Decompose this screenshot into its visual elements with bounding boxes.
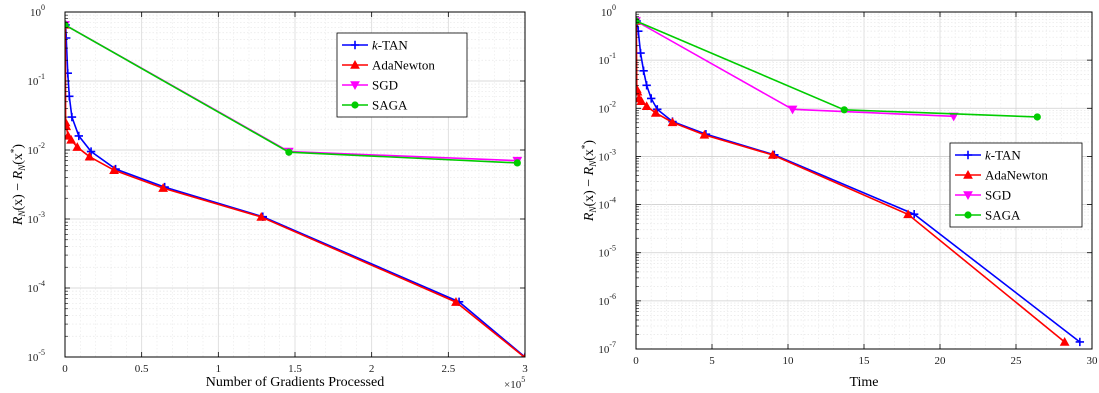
data-point-ktan [1075, 337, 1085, 347]
data-point-saga [1033, 113, 1041, 121]
data-point-adanewton [767, 149, 778, 159]
x-tick-label: 25 [1011, 355, 1023, 367]
y-tick-label: 10-3 [598, 147, 616, 163]
legend-box [336, 32, 468, 118]
data-point-saga [285, 148, 293, 156]
y-tick-label: 10-5 [27, 348, 45, 364]
legend-marker [351, 101, 359, 109]
legend-marker [963, 191, 973, 201]
legend-label: SAGA [985, 208, 1021, 223]
data-point-adanewton [641, 101, 652, 111]
series-layer-time [636, 15, 1085, 347]
legend-marker [350, 40, 360, 50]
data-point-adanewton [699, 129, 710, 139]
x-tick-label: 0.5 [135, 363, 149, 375]
y-tick-label: 10-2 [598, 99, 616, 115]
data-point-sgd [787, 105, 798, 115]
x-tick-label: 5 [709, 355, 715, 367]
x-tick-label: 1.5 [288, 363, 302, 375]
legend-label: AdaNewton [985, 168, 1048, 183]
y-tick-label: 10-4 [27, 279, 45, 295]
y-axis-label-gradients: RN(x) − RN(x*) [9, 144, 27, 227]
data-point-adanewton [158, 183, 169, 192]
data-point-adanewton [451, 297, 461, 306]
legend-label: SGD [985, 188, 1011, 203]
series-layer-gradients [65, 19, 525, 357]
data-point-adanewton [667, 117, 678, 127]
x-axis-label-time: Time [849, 375, 878, 390]
x-tick-label: 10 [783, 355, 795, 367]
legend-label: AdaNewton [372, 58, 435, 73]
legend-marker [963, 150, 973, 160]
data-point-adanewton [65, 121, 72, 131]
y-tick-label: 10-5 [598, 244, 616, 260]
data-point-adanewton [84, 151, 95, 161]
legend-label: SGD [372, 78, 398, 93]
data-point-adanewton [109, 165, 119, 174]
legend-time: k-TAN AdaNewton SGD SAGA [949, 142, 1083, 228]
x-tick-label: 15 [859, 355, 871, 367]
legend-box [949, 142, 1083, 228]
data-point-adanewton [66, 134, 77, 144]
y-tick-label: 10-6 [598, 292, 616, 308]
data-point-adanewton [903, 209, 913, 219]
x-multiplier-gradients: ×105 [504, 375, 525, 391]
x-tick-label: 30 [1087, 355, 1099, 367]
legend-marker [963, 169, 973, 179]
series-line-sgd [636, 20, 954, 118]
data-point-adanewton [256, 211, 267, 221]
data-point-ktan [74, 131, 83, 141]
x-tick-label: 20 [935, 355, 947, 367]
legend-marker [350, 59, 360, 69]
y-tick-label: 100 [30, 3, 45, 19]
ticks-time: 0 5 10 15 20 25 30 10-7 10-6 10-5 10-4 10-3 10-2 10-1… [598, 3, 1098, 367]
legend-label: k-TAN [372, 38, 408, 53]
data-point-adanewton [636, 96, 647, 106]
x-tick-label: 2.5 [441, 363, 455, 375]
legend-marker [350, 81, 360, 91]
data-point-saga [65, 21, 69, 29]
data-point-saga [513, 159, 521, 167]
chart-gradients: 0 0.5 1 1.5 2 2.5 3 10-5 10-4 10-3 10-2 10-1 100 Num… [9, 3, 528, 391]
grid-time [636, 12, 1092, 349]
data-point-saga [840, 106, 848, 114]
data-point-adanewton [1059, 336, 1070, 346]
x-tick-label: 0 [633, 355, 639, 367]
y-tick-label: 10-1 [598, 51, 616, 67]
y-tick-label: 10-1 [27, 72, 45, 88]
x-axis-label-gradients: Number of Gradients Processed [206, 375, 384, 390]
series-line-ktan [65, 24, 525, 357]
y-tick-label: 10-7 [598, 340, 616, 356]
legend-label: SAGA [372, 98, 408, 113]
data-point-adanewton [636, 86, 643, 96]
legend-label: k-TAN [985, 148, 1021, 163]
x-tick-label: 3 [522, 363, 528, 375]
legend-gradients: k-TAN AdaNewton SGD SAGA [336, 32, 468, 118]
data-point-ktan [65, 33, 71, 43]
y-axis-label-time: RN(x) − RN(x*) [580, 140, 598, 223]
data-point-adanewton [72, 142, 83, 151]
data-point-adanewton [650, 107, 661, 117]
data-point-ktan [67, 112, 77, 122]
data-point-ktan [636, 48, 645, 58]
data-point-ktan [909, 210, 919, 219]
data-point-ktan [86, 147, 96, 156]
legend-marker [964, 211, 972, 219]
data-point-ktan [647, 94, 656, 103]
y-tick-label: 10-4 [598, 196, 616, 212]
ticks-gradients: 0 0.5 1 1.5 2 2.5 3 10-5 10-4 10-3 10-2 10-1 100 [27, 3, 528, 375]
data-point-ktan [639, 66, 648, 76]
series-line-saga [636, 20, 1038, 118]
data-point-ktan [65, 68, 72, 78]
y-tick-label: 100 [601, 3, 616, 19]
y-tick-label: 10-3 [27, 210, 45, 226]
x-tick-label: 1 [216, 363, 222, 375]
x-tick-label: 0 [62, 363, 68, 375]
data-point-ktan [642, 81, 651, 90]
y-tick-label: 10-2 [27, 141, 45, 157]
x-tick-label: 2 [369, 363, 375, 375]
chart-time: 0 5 10 15 20 25 30 10-7 10-6 10-5 10-4 10-3 10-2 10-1… [580, 3, 1098, 390]
data-point-sgd [948, 112, 959, 122]
